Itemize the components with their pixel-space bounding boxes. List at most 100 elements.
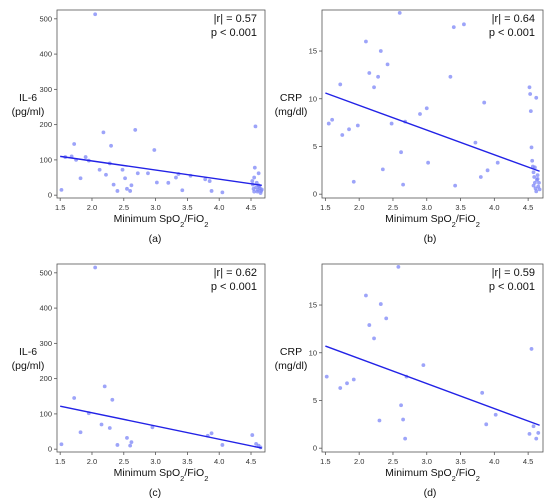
y-tick-label: 10 — [309, 94, 317, 103]
data-point — [534, 436, 539, 441]
data-point — [533, 186, 538, 191]
x-tick-label: 2.5 — [388, 203, 398, 212]
panel-caption: (c) — [149, 487, 161, 499]
data-point — [101, 130, 106, 135]
chart-panel-3: 1.5 2.0 2.5 3.0 3.5 4.0 4.5 0 100 200 300 400 500 |r|… — [12, 263, 266, 499]
data-point — [104, 172, 108, 177]
data-point — [530, 158, 535, 163]
data-point — [493, 412, 498, 417]
data-point — [123, 176, 127, 181]
p-value-label: p < 0.001 — [211, 281, 257, 293]
data-point — [529, 145, 534, 150]
x-tick-label: 4.0 — [214, 203, 224, 212]
data-point — [484, 422, 489, 427]
y-tick-label: 100 — [39, 155, 52, 164]
data-point — [535, 173, 540, 177]
data-point — [99, 422, 104, 427]
data-point — [532, 175, 537, 179]
data-point — [378, 302, 383, 306]
regression-line — [325, 92, 540, 172]
data-point — [129, 440, 134, 445]
data-point — [146, 171, 150, 176]
y-tick-label: 15 — [309, 47, 317, 56]
data-point — [531, 424, 536, 429]
data-point — [72, 142, 77, 146]
data-point — [166, 180, 171, 185]
data-point — [367, 71, 372, 75]
data-point — [396, 264, 401, 269]
data-point — [338, 82, 343, 87]
x-axis-label: Minimum SpO2/FiO2 — [385, 213, 480, 229]
data-point — [59, 442, 64, 447]
x-tick-label: 1.5 — [55, 203, 65, 212]
data-point — [340, 133, 345, 137]
x-axis-label: Minimum SpO2/FiO2 — [385, 467, 480, 483]
data-point — [351, 179, 356, 184]
x-tick-label: 1.5 — [320, 457, 330, 466]
y-tick-label: 500 — [39, 268, 52, 277]
y-tick-label: 15 — [309, 301, 317, 310]
x-tick-label: 2.0 — [354, 457, 364, 466]
data-point — [93, 265, 98, 270]
data-point — [453, 183, 458, 188]
data-point — [220, 190, 225, 195]
y-axis-unit: (pg/ml) — [12, 360, 45, 372]
panel-caption: (d) — [424, 487, 437, 499]
x-tick-label: 1.5 — [320, 203, 330, 212]
x-tick-label: 1.5 — [55, 457, 65, 466]
x-tick-label: 2.5 — [388, 457, 398, 466]
x-tick-label: 2.0 — [354, 203, 364, 212]
y-axis-label: CRP — [280, 346, 302, 358]
y-tick-label: 10 — [309, 348, 317, 357]
data-point — [451, 25, 456, 30]
x-tick-label: 3.5 — [182, 457, 192, 466]
plot-area — [56, 263, 266, 453]
data-point — [129, 183, 134, 188]
data-point — [399, 403, 403, 408]
data-point — [93, 12, 98, 17]
data-point — [424, 106, 429, 111]
x-tick-label: 2.0 — [87, 203, 97, 212]
data-point — [378, 49, 383, 53]
x-tick-label: 4.5 — [523, 457, 533, 466]
data-point — [527, 431, 532, 436]
data-point — [531, 183, 536, 188]
data-point — [120, 167, 125, 172]
y-axis-unit: (mg/dl) — [275, 106, 308, 118]
panel-caption: (b) — [424, 233, 437, 245]
data-point — [372, 336, 376, 341]
data-point — [389, 121, 394, 126]
data-point — [485, 168, 490, 173]
regression-line — [60, 405, 262, 449]
y-tick-label: 300 — [39, 85, 52, 94]
data-point — [401, 182, 406, 187]
data-point — [535, 177, 540, 181]
data-point — [364, 39, 368, 44]
y-tick-label: 300 — [39, 339, 52, 348]
x-tick-label: 3.5 — [455, 203, 465, 212]
data-point — [364, 293, 368, 298]
data-point — [355, 123, 360, 128]
data-point — [128, 443, 133, 448]
data-point — [426, 160, 431, 165]
data-point — [97, 167, 102, 172]
data-point — [528, 92, 533, 96]
y-tick-label: 500 — [39, 14, 52, 23]
plot-area — [321, 9, 544, 199]
p-value-label: p < 0.001 — [489, 27, 535, 39]
x-tick-label: 4.5 — [523, 203, 533, 212]
panel-caption: (a) — [149, 233, 162, 245]
data-point — [372, 85, 376, 90]
y-tick-label: 0 — [313, 190, 317, 199]
y-tick-label: 5 — [313, 396, 317, 405]
data-point — [78, 430, 83, 435]
data-point — [154, 180, 159, 185]
data-point — [403, 436, 408, 441]
x-tick-label: 2.0 — [87, 457, 97, 466]
y-tick-label: 5 — [313, 142, 317, 151]
data-point — [384, 316, 389, 321]
y-tick-label: 0 — [48, 191, 52, 200]
data-point — [532, 180, 537, 185]
y-tick-label: 200 — [39, 120, 52, 129]
x-tick-label: 2.5 — [119, 457, 129, 466]
